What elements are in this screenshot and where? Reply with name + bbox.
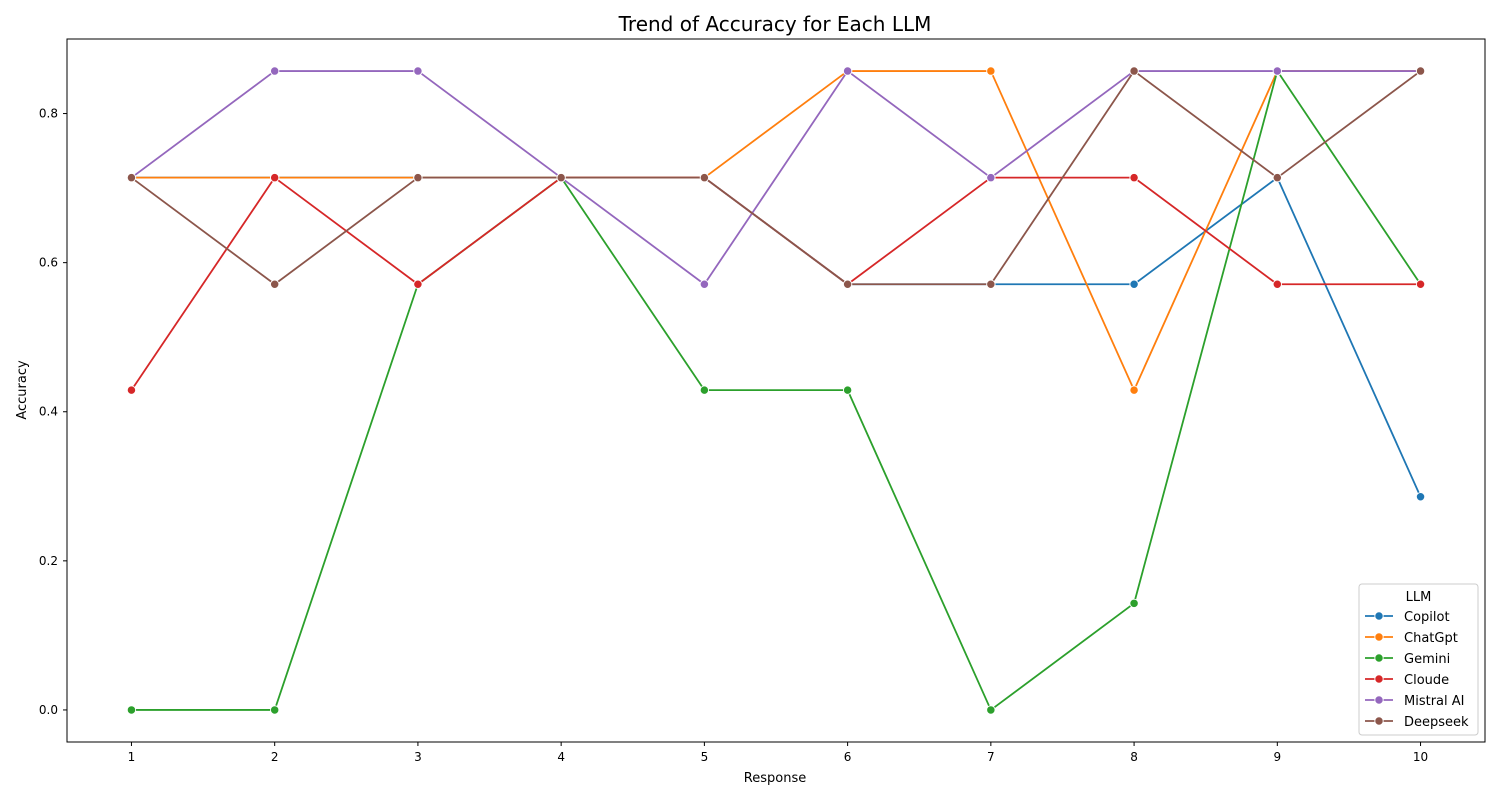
legend: LLM Copilot ChatGpt Gemini Cloude Mistral AI D… (1358, 583, 1479, 736)
data-point-mistral-ai (699, 279, 710, 289)
legend-swatch-marker (1374, 632, 1384, 642)
legend-swatch-marker (1374, 716, 1384, 726)
series-cloude (126, 173, 1426, 395)
legend-label: Cloude (1404, 673, 1449, 688)
series-line-copilot (131, 176, 1422, 498)
data-point-chatgpt (986, 66, 996, 76)
data-point-deepseek (1415, 66, 1426, 76)
x-tick-label: 5 (701, 750, 709, 764)
data-point-gemini (126, 705, 137, 715)
legend-item-copilot: Copilot (1365, 610, 1450, 625)
data-point-cloude (126, 385, 137, 395)
data-point-cloude (270, 173, 280, 183)
legend-label: Copilot (1404, 610, 1450, 625)
legend-label: ChatGpt (1404, 631, 1458, 646)
legend-label: Gemini (1404, 652, 1450, 667)
y-tick-label: 0.6 (39, 256, 58, 270)
x-tick-label: 4 (557, 750, 565, 764)
data-point-cloude (1129, 173, 1139, 183)
data-point-chatgpt (1129, 385, 1139, 395)
series-line-cloude (130, 176, 1421, 391)
x-tick-label: 6 (844, 750, 852, 764)
legend-item-mistral-ai: Mistral AI (1365, 694, 1464, 709)
series-line-gemini (131, 70, 1422, 711)
series-line-mistral-ai (130, 70, 1421, 286)
legend-label: Deepseek (1404, 715, 1469, 730)
data-point-cloude (1272, 279, 1282, 289)
plot-frame (66, 38, 1486, 743)
x-tick-label: 10 (1413, 750, 1428, 764)
data-point-cloude (413, 279, 423, 289)
legend-item-deepseek: Deepseek (1365, 715, 1469, 730)
data-point-copilot (1415, 492, 1426, 502)
legend-title: LLM (1406, 590, 1432, 605)
x-tick-label: 7 (987, 750, 995, 764)
data-point-cloude (1415, 279, 1426, 289)
x-tick-label: 3 (414, 750, 422, 764)
legend-box (1358, 583, 1479, 736)
legend-label: Mistral AI (1404, 694, 1464, 709)
data-point-deepseek (413, 173, 423, 183)
x-tick-label: 8 (1130, 750, 1138, 764)
data-point-gemini (986, 705, 996, 715)
plot-area: 1 2 3 4 5 6 7 8 9 10 0.0 0.2 0.4 0.6 0.8 (39, 38, 1486, 764)
y-tick-label: 0.4 (39, 405, 58, 419)
data-point-deepseek (699, 173, 710, 183)
legend-swatch-marker (1374, 695, 1384, 705)
data-point-deepseek (1129, 66, 1139, 76)
x-axis-label: Response (744, 771, 806, 786)
y-axis-label: Accuracy (15, 360, 30, 420)
data-point-deepseek (986, 279, 996, 289)
data-point-mistral-ai (270, 66, 280, 76)
data-point-deepseek (270, 279, 280, 289)
series-gemini (126, 66, 1426, 715)
legend-item-cloude: Cloude (1365, 673, 1449, 688)
data-point-deepseek (556, 173, 566, 183)
y-tick-label: 0.0 (39, 703, 58, 717)
data-point-gemini (699, 385, 710, 395)
data-point-copilot (1129, 279, 1139, 289)
legend-item-gemini: Gemini (1365, 652, 1450, 667)
x-tick-label: 1 (128, 750, 136, 764)
y-tick-label: 0.8 (39, 107, 58, 121)
series-line-deepseek (130, 70, 1422, 286)
series-deepseek (126, 66, 1426, 289)
legend-swatch-marker (1374, 611, 1384, 621)
legend-swatch-marker (1374, 674, 1384, 684)
y-tick-label: 0.2 (39, 554, 58, 568)
data-point-mistral-ai (842, 66, 853, 76)
data-point-mistral-ai (413, 66, 423, 76)
data-point-deepseek (126, 173, 137, 183)
data-point-gemini (270, 705, 280, 715)
data-point-deepseek (1272, 173, 1282, 183)
legend-swatch-marker (1374, 653, 1384, 663)
data-point-deepseek (842, 279, 853, 289)
data-point-gemini (842, 385, 853, 395)
chart-title: Trend of Accuracy for Each LLM (618, 12, 932, 36)
series-copilot (126, 173, 1426, 502)
x-tick-label: 9 (1273, 750, 1281, 764)
x-tick-label: 2 (271, 750, 279, 764)
legend-item-chatgpt: ChatGpt (1365, 631, 1458, 646)
data-point-mistral-ai (986, 173, 996, 183)
data-point-gemini (1129, 598, 1139, 608)
data-point-mistral-ai (1272, 66, 1282, 76)
